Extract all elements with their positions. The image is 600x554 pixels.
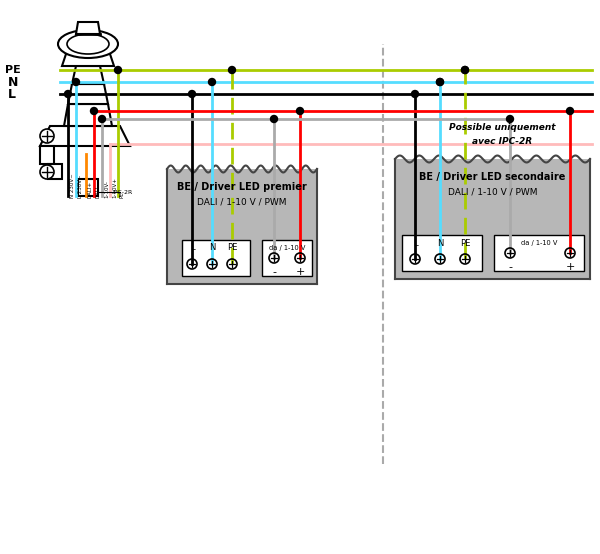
Text: -: -: [272, 267, 276, 277]
Text: DALI / 1-10 V / PWM: DALI / 1-10 V / PWM: [197, 197, 287, 207]
Text: N 230V~: N 230V~: [70, 173, 75, 198]
Text: avec IPC-2R: avec IPC-2R: [472, 136, 533, 146]
Polygon shape: [76, 22, 100, 34]
Text: N: N: [437, 239, 443, 248]
Polygon shape: [72, 66, 104, 84]
Ellipse shape: [67, 34, 109, 54]
Circle shape: [461, 66, 469, 74]
Circle shape: [73, 79, 79, 85]
Circle shape: [437, 79, 443, 85]
Circle shape: [506, 115, 514, 122]
Text: Possible uniquement: Possible uniquement: [449, 122, 556, 131]
Text: L: L: [8, 88, 16, 100]
Circle shape: [229, 66, 235, 74]
Circle shape: [461, 66, 469, 74]
Polygon shape: [62, 54, 114, 66]
Text: DALI-: DALI-: [96, 183, 101, 198]
Text: DALI / 1-10 V / PWM: DALI / 1-10 V / PWM: [448, 187, 537, 197]
Polygon shape: [40, 146, 54, 164]
Circle shape: [98, 115, 106, 122]
Circle shape: [412, 90, 419, 98]
Polygon shape: [40, 126, 130, 146]
Text: L: L: [413, 239, 418, 248]
Polygon shape: [78, 179, 98, 196]
Circle shape: [271, 115, 277, 122]
Polygon shape: [48, 164, 62, 179]
Text: N: N: [209, 244, 215, 253]
Circle shape: [296, 107, 304, 115]
Text: L 230V~: L 230V~: [78, 175, 83, 198]
Text: N: N: [8, 75, 19, 89]
Circle shape: [91, 107, 97, 115]
Text: 1-10V-: 1-10V-: [104, 180, 109, 198]
Text: L: L: [190, 244, 194, 253]
Text: PE: PE: [460, 239, 470, 248]
Polygon shape: [68, 84, 108, 104]
Circle shape: [115, 66, 121, 74]
Text: +: +: [565, 262, 575, 272]
Text: BE / Driver LED secondaire: BE / Driver LED secondaire: [419, 172, 566, 182]
Text: +: +: [295, 267, 305, 277]
Circle shape: [437, 79, 443, 85]
Circle shape: [188, 90, 196, 98]
Circle shape: [209, 79, 215, 85]
Text: da / 1-10 V: da / 1-10 V: [269, 245, 305, 251]
Ellipse shape: [58, 30, 118, 58]
FancyBboxPatch shape: [402, 235, 482, 271]
Text: PE: PE: [227, 244, 237, 253]
FancyBboxPatch shape: [182, 240, 250, 276]
Text: PE: PE: [5, 65, 21, 75]
Circle shape: [566, 107, 574, 115]
Text: -: -: [508, 262, 512, 272]
Text: DALI+: DALI+: [88, 181, 93, 198]
Text: da / 1-10 V: da / 1-10 V: [521, 240, 557, 246]
Polygon shape: [64, 104, 112, 126]
FancyBboxPatch shape: [494, 235, 584, 271]
Text: 1-10V+: 1-10V+: [112, 177, 117, 198]
Polygon shape: [167, 169, 317, 284]
Circle shape: [40, 165, 54, 179]
Text: iPC-2R: iPC-2R: [112, 189, 132, 194]
Text: BE / Driver LED premier: BE / Driver LED premier: [177, 182, 307, 192]
Circle shape: [65, 90, 71, 98]
FancyBboxPatch shape: [262, 240, 312, 276]
Polygon shape: [395, 159, 590, 279]
Circle shape: [40, 129, 54, 143]
Text: PE: PE: [120, 191, 125, 198]
